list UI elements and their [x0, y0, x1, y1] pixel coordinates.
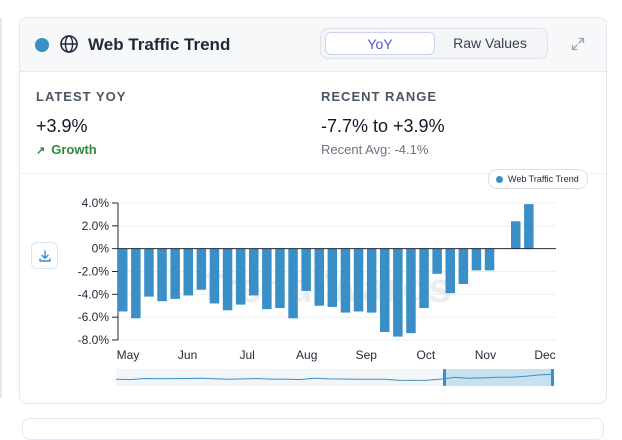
- card-header: Web Traffic Trend YoY Raw Values: [20, 18, 606, 72]
- bar: [157, 248, 167, 302]
- legend-label: Web Traffic Trend: [508, 174, 579, 184]
- bar: [235, 248, 246, 305]
- yoy-toggle-button[interactable]: YoY: [325, 32, 435, 55]
- download-button[interactable]: [31, 242, 58, 269]
- yoy-bar-chart: 4.0%2.0%0%-2.0%-4.0%-6.0%-8.0%Trend Ward…: [78, 196, 556, 386]
- next-card: [22, 418, 604, 440]
- bar: [471, 248, 482, 271]
- bar: [340, 248, 351, 313]
- bar: [445, 248, 455, 294]
- bar: [288, 248, 298, 319]
- bar: [380, 248, 390, 333]
- growth-indicator: ↗ Growth: [36, 142, 97, 157]
- bar: [484, 248, 495, 271]
- bar: [249, 248, 259, 296]
- bar: [144, 248, 154, 297]
- range-handle-right[interactable]: [551, 369, 554, 386]
- y-tick-label: -8.0%: [78, 333, 110, 347]
- bar: [222, 248, 233, 311]
- expand-icon[interactable]: [571, 37, 585, 51]
- recent-range-label: RECENT RANGE: [321, 89, 438, 104]
- bar: [458, 248, 469, 285]
- bar: [393, 248, 403, 337]
- x-tick-label: Aug: [296, 348, 317, 362]
- y-tick-label: 4.0%: [82, 196, 110, 210]
- x-tick-label: May: [117, 348, 140, 362]
- growth-label: Growth: [51, 142, 97, 157]
- bar: [196, 248, 207, 290]
- legend-marker: [496, 175, 503, 183]
- latest-yoy-value: +3.9%: [36, 116, 88, 136]
- bar: [209, 248, 220, 304]
- x-tick-label: Jun: [178, 348, 197, 362]
- card-title: Web Traffic Trend: [88, 35, 231, 54]
- globe-icon: [60, 35, 78, 53]
- bar: [353, 248, 364, 312]
- chart-card: Web Traffic Trend YoY Raw Values LATEST …: [19, 17, 607, 404]
- x-tick-label: Dec: [534, 348, 555, 362]
- bar: [524, 204, 534, 249]
- bar: [327, 248, 338, 307]
- bar: [419, 248, 429, 309]
- bar: [406, 248, 416, 334]
- x-tick-label: Sep: [356, 348, 378, 362]
- series-color-dot: [35, 38, 49, 52]
- y-tick-label: -6.0%: [78, 310, 110, 324]
- arrow-up-right-icon: ↗: [36, 145, 46, 157]
- range-handle-left[interactable]: [443, 369, 446, 386]
- navigator-series-line: [115, 373, 555, 381]
- y-tick-label: -4.0%: [78, 287, 110, 301]
- left-panel-edge: [0, 18, 2, 398]
- x-tick-label: Jul: [239, 348, 254, 362]
- bar: [432, 248, 442, 274]
- bar: [183, 248, 193, 296]
- bar: [314, 248, 324, 306]
- download-icon: [39, 250, 51, 262]
- bar: [131, 248, 141, 319]
- x-tick-label: Nov: [475, 348, 496, 362]
- bar: [170, 248, 180, 299]
- chart-legend[interactable]: Web Traffic Trend: [488, 169, 588, 189]
- bar: [118, 248, 128, 312]
- bar: [301, 248, 311, 291]
- y-tick-label: -2.0%: [78, 265, 110, 279]
- y-tick-label: 0%: [92, 242, 110, 256]
- view-toggle: YoY Raw Values: [320, 28, 548, 59]
- section-divider: [20, 173, 606, 174]
- raw-values-toggle-button[interactable]: Raw Values: [453, 35, 527, 51]
- latest-yoy-label: LATEST YOY: [36, 89, 127, 104]
- bar: [275, 248, 285, 309]
- recent-range-value: -7.7% to +3.9%: [321, 116, 445, 136]
- bar: [262, 248, 272, 310]
- recent-average: Recent Avg: -4.1%: [321, 142, 429, 157]
- bar: [511, 221, 521, 249]
- bar: [366, 248, 377, 313]
- x-tick-label: Oct: [417, 348, 436, 362]
- y-tick-label: 2.0%: [82, 219, 110, 233]
